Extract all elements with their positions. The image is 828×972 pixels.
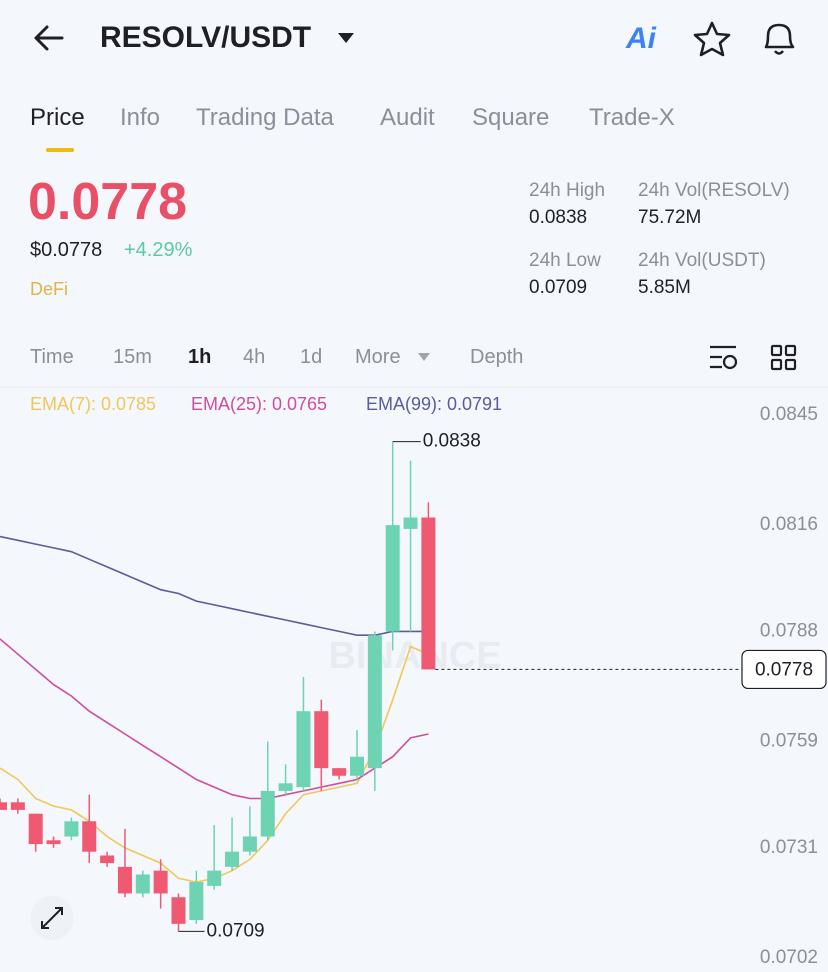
watermark: BINANCE — [328, 635, 501, 677]
candle-body — [296, 711, 311, 788]
candle-body — [0, 802, 7, 810]
interval-option[interactable]: 1h — [188, 346, 212, 368]
expand-button[interactable] — [30, 896, 74, 940]
stat-label: 24h Vol(RESOLV) — [638, 180, 790, 201]
low-label: 0.0709 — [207, 920, 265, 941]
back-button[interactable] — [34, 25, 64, 51]
usd-price: $0.0778 — [30, 239, 103, 261]
interval-option[interactable]: 1d — [300, 346, 323, 368]
more-dropdown-icon[interactable] — [418, 353, 430, 361]
favorite-icon[interactable] — [693, 21, 731, 57]
candle-body — [153, 870, 168, 894]
candle-body — [421, 517, 436, 670]
tab[interactable]: Square — [472, 104, 550, 131]
legend-entry: EMA(25): 0.0765 — [191, 394, 327, 414]
stat-value: 0.0838 — [529, 207, 588, 228]
notification-icon[interactable] — [764, 23, 795, 55]
candle-body — [403, 517, 418, 529]
layout-icon[interactable] — [770, 344, 797, 371]
candle-body — [385, 525, 400, 632]
interval-option[interactable]: More — [355, 346, 401, 368]
candle-body — [117, 866, 132, 894]
candle-body — [350, 756, 364, 776]
price-change: +4.29% — [124, 239, 193, 261]
candle-body — [82, 821, 97, 852]
candle-body — [135, 874, 150, 894]
stat-label: 24h Vol(USDT) — [638, 250, 766, 271]
indicator-settings-icon[interactable] — [710, 345, 738, 370]
legend-entry: EMA(7): 0.0785 — [30, 394, 156, 414]
tab[interactable]: Trade-X — [589, 104, 675, 131]
candle-body — [225, 851, 240, 867]
interval-option[interactable]: Time — [30, 346, 74, 368]
y-tick-label: 0.0816 — [760, 514, 818, 535]
candle-body — [314, 711, 329, 769]
candle-body — [332, 768, 347, 776]
ema-line — [0, 535, 429, 637]
candle-body — [171, 897, 186, 924]
sector-tag: DeFi — [30, 279, 69, 299]
stat-label: 24h High — [529, 180, 606, 201]
interval-option[interactable]: Depth — [470, 346, 524, 368]
stat-value: 0.0709 — [529, 277, 588, 298]
tab[interactable]: Price — [30, 104, 85, 131]
candle-body — [367, 635, 382, 769]
interval-option[interactable]: 4h — [243, 346, 266, 368]
candle-body — [64, 821, 79, 837]
last-price-tag — [741, 649, 827, 690]
candle-body — [278, 783, 293, 791]
legend-entry: EMA(99): 0.0791 — [366, 394, 502, 414]
svg-text:Ai: Ai — [625, 22, 657, 55]
interval-option[interactable]: 15m — [113, 346, 152, 368]
tab-underline — [46, 148, 74, 152]
high-label: 0.0838 — [423, 431, 481, 452]
candle-body — [242, 836, 257, 852]
candle-body — [10, 802, 25, 810]
y-tick-label: 0.0788 — [760, 620, 818, 641]
candle-body — [207, 870, 222, 886]
dropdown-icon[interactable] — [338, 33, 354, 43]
ai-icon[interactable]: Ai — [625, 22, 657, 55]
tab[interactable]: Audit — [380, 104, 435, 131]
y-tick-label: 0.0845 — [760, 404, 818, 425]
tab[interactable]: Info — [120, 104, 161, 131]
last-price-tag-label: 0.0778 — [755, 659, 813, 680]
candle-body — [28, 813, 43, 845]
pair-title[interactable]: RESOLV/USDT — [100, 21, 312, 54]
candle-body — [46, 840, 61, 845]
last-price: 0.0778 — [28, 173, 188, 231]
y-tick-label: 0.0702 — [760, 947, 818, 968]
stat-value: 75.72M — [638, 207, 702, 228]
y-tick-label: 0.0759 — [760, 731, 818, 752]
y-tick-label: 0.0731 — [760, 837, 818, 858]
tab[interactable]: Trading Data — [196, 104, 334, 131]
stat-value: 5.85M — [638, 277, 691, 298]
stat-label: 24h Low — [529, 250, 601, 271]
candle-body — [189, 882, 204, 921]
candle-body — [260, 790, 275, 837]
candle-body — [100, 855, 115, 864]
